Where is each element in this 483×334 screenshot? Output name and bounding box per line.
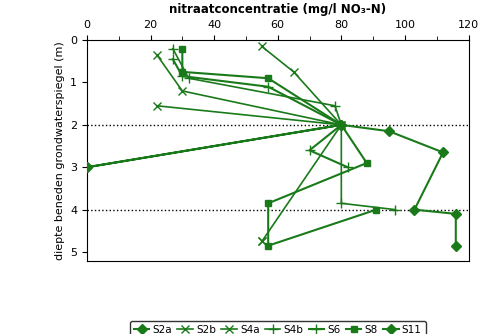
S4b bbox=[332, 104, 338, 108]
S6 bbox=[345, 165, 351, 169]
S4a bbox=[339, 123, 344, 127]
S6 bbox=[265, 85, 271, 89]
S4b bbox=[393, 208, 398, 212]
Line: S2b: S2b bbox=[153, 51, 345, 129]
S11 bbox=[386, 129, 392, 133]
Y-axis label: diepte beneden grondwaterspiegel (m): diepte beneden grondwaterspiegel (m) bbox=[55, 41, 65, 260]
S11 bbox=[440, 150, 446, 154]
S8 bbox=[180, 46, 185, 50]
Line: S6: S6 bbox=[168, 54, 353, 172]
S2a bbox=[339, 123, 344, 127]
Line: S2a: S2a bbox=[84, 121, 345, 171]
S8 bbox=[373, 208, 379, 212]
Line: S4b: S4b bbox=[168, 44, 400, 214]
S4a bbox=[291, 70, 297, 74]
S11 bbox=[453, 212, 459, 216]
S4a bbox=[259, 239, 265, 243]
Legend: S2a, S2b, S4a, S4b, S6, S8, S11: S2a, S2b, S4a, S4b, S6, S8, S11 bbox=[129, 321, 426, 334]
S2b bbox=[180, 89, 185, 93]
S8 bbox=[180, 70, 185, 74]
Line: S11: S11 bbox=[338, 121, 459, 249]
S4a bbox=[259, 239, 265, 243]
X-axis label: nitraatconcentratie (mg/l NO₃-N): nitraatconcentratie (mg/l NO₃-N) bbox=[169, 3, 386, 16]
S2b bbox=[154, 104, 160, 108]
S11 bbox=[453, 244, 459, 248]
S4a bbox=[259, 44, 265, 48]
S2b bbox=[339, 123, 344, 127]
S4b bbox=[339, 201, 344, 205]
S6 bbox=[170, 57, 176, 61]
S8 bbox=[339, 123, 344, 127]
S8 bbox=[364, 161, 369, 165]
S2a bbox=[84, 165, 90, 169]
S8 bbox=[265, 76, 271, 80]
Line: S8: S8 bbox=[179, 45, 380, 249]
S11 bbox=[412, 208, 417, 212]
S11 bbox=[339, 123, 344, 127]
S2a bbox=[84, 165, 90, 169]
S2b bbox=[154, 53, 160, 57]
Line: S4a: S4a bbox=[257, 42, 345, 245]
S8 bbox=[265, 244, 271, 248]
S4b bbox=[339, 123, 344, 127]
S6 bbox=[180, 74, 185, 78]
S4b bbox=[186, 76, 192, 80]
S4b bbox=[170, 46, 176, 50]
S6 bbox=[307, 148, 313, 152]
S6 bbox=[339, 123, 344, 127]
S8 bbox=[265, 201, 271, 205]
